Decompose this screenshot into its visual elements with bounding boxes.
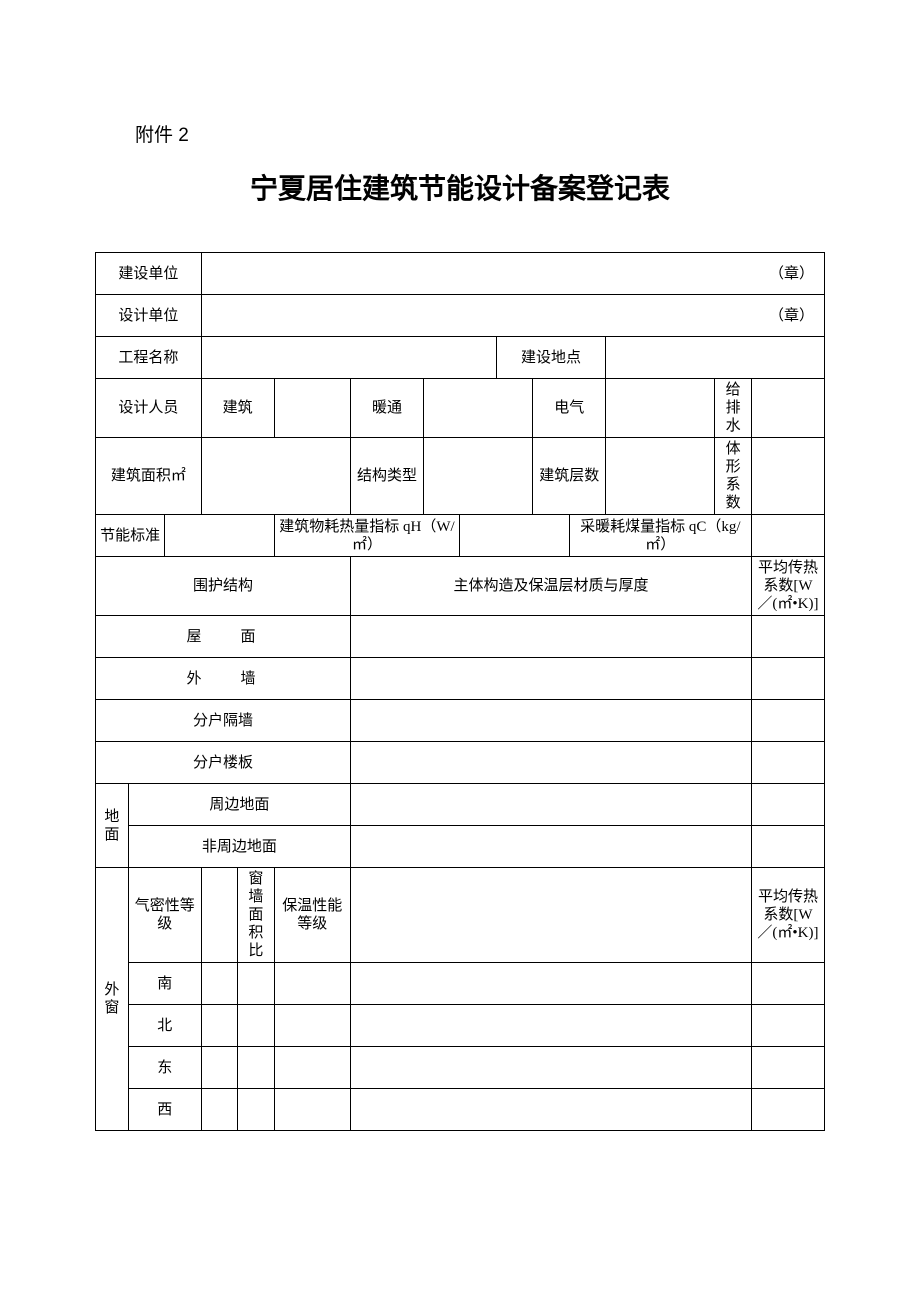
cell-hvac: [423, 379, 532, 438]
label-construction-unit: 建设单位: [96, 253, 202, 295]
label-heat-index: 建筑物耗热量指标 qH（W/㎡）: [274, 515, 460, 557]
cell-partition-main: [351, 700, 752, 742]
label-avg-heat-coef-1: 平均传热系数[W／(㎡•K)]: [751, 557, 824, 616]
label-avg-heat-coef-2: 平均传热系数[W／(㎡•K)]: [751, 868, 824, 963]
cell-shape-factor: [751, 438, 824, 515]
cell-west-2: [238, 1089, 274, 1131]
label-south: 南: [128, 963, 201, 1005]
label-window-wall-ratio: 窗墙面积比: [238, 868, 274, 963]
label-airtight-grade: 气密性等级: [128, 868, 201, 963]
cell-west-1: [201, 1089, 237, 1131]
label-energy-standard: 节能标准: [96, 515, 165, 557]
label-building-floors: 建筑层数: [533, 438, 606, 515]
cell-heat-index: [460, 515, 569, 557]
cell-north-2: [238, 1005, 274, 1047]
cell-north-coef: [751, 1005, 824, 1047]
label-perimeter-ground: 周边地面: [128, 784, 350, 826]
label-hvac: 暖通: [351, 379, 424, 438]
cell-construction-unit: （章）: [201, 253, 824, 295]
cell-south-2: [238, 963, 274, 1005]
cell-roof-coef: [751, 616, 824, 658]
cell-south-coef: [751, 963, 824, 1005]
label-insulation-grade: 保温性能等级: [274, 868, 351, 963]
label-construction-location: 建设地点: [496, 337, 605, 379]
label-ground: 地面: [96, 784, 129, 868]
cell-construction-location: [606, 337, 825, 379]
cell-non-perimeter-main: [351, 826, 752, 868]
label-design-unit: 设计单位: [96, 295, 202, 337]
cell-building-area: [201, 438, 350, 515]
cell-east-2: [238, 1047, 274, 1089]
label-shape-factor: 体形系数: [715, 438, 751, 515]
cell-energy-standard: [165, 515, 274, 557]
cell-west-3: [274, 1089, 351, 1131]
cell-window-header: [351, 868, 752, 963]
cell-east-3: [274, 1047, 351, 1089]
label-non-perimeter-ground: 非周边地面: [128, 826, 350, 868]
attachment-label: 附件 2: [135, 120, 825, 147]
cell-south-main: [351, 963, 752, 1005]
registration-table: 建设单位 （章） 设计单位 （章） 工程名称 建设地点 设计人员 建筑 暖通 电…: [95, 252, 825, 1131]
label-partition-wall: 分户隔墙: [96, 700, 351, 742]
cell-slab-coef: [751, 742, 824, 784]
cell-building-floors: [606, 438, 715, 515]
cell-west-coef: [751, 1089, 824, 1131]
cell-project-name: [201, 337, 496, 379]
cell-south-3: [274, 963, 351, 1005]
label-exterior-wall: 外 墙: [96, 658, 351, 700]
label-arch: 建筑: [201, 379, 274, 438]
cell-north-main: [351, 1005, 752, 1047]
cell-east-1: [201, 1047, 237, 1089]
cell-arch: [274, 379, 351, 438]
label-building-area: 建筑面积㎡: [96, 438, 202, 515]
cell-airtight-grade: [201, 868, 237, 963]
cell-partition-coef: [751, 700, 824, 742]
cell-design-unit: （章）: [201, 295, 824, 337]
label-coal-index: 采暖耗煤量指标 qC（kg/㎡）: [569, 515, 751, 557]
cell-coal-index: [751, 515, 824, 557]
cell-plumbing: [751, 379, 824, 438]
cell-north-3: [274, 1005, 351, 1047]
label-exterior-window: 外窗: [96, 868, 129, 1131]
cell-non-perimeter-coef: [751, 826, 824, 868]
cell-wall-coef: [751, 658, 824, 700]
label-structure-type: 结构类型: [351, 438, 424, 515]
label-electrical: 电气: [533, 379, 606, 438]
cell-east-coef: [751, 1047, 824, 1089]
label-floor-slab: 分户楼板: [96, 742, 351, 784]
label-main-structure: 主体构造及保温层材质与厚度: [351, 557, 752, 616]
cell-electrical: [606, 379, 715, 438]
label-project-name: 工程名称: [96, 337, 202, 379]
cell-south-1: [201, 963, 237, 1005]
cell-wall-main: [351, 658, 752, 700]
cell-perimeter-coef: [751, 784, 824, 826]
label-north: 北: [128, 1005, 201, 1047]
cell-west-main: [351, 1089, 752, 1131]
label-roof: 屋 面: [96, 616, 351, 658]
cell-roof-main: [351, 616, 752, 658]
cell-structure-type: [423, 438, 532, 515]
label-envelope: 围护结构: [96, 557, 351, 616]
label-plumbing: 给排水: [715, 379, 751, 438]
cell-north-1: [201, 1005, 237, 1047]
label-east: 东: [128, 1047, 201, 1089]
label-west: 西: [128, 1089, 201, 1131]
cell-east-main: [351, 1047, 752, 1089]
label-design-personnel: 设计人员: [96, 379, 202, 438]
page-title: 宁夏居住建筑节能设计备案登记表: [95, 167, 825, 207]
cell-slab-main: [351, 742, 752, 784]
cell-perimeter-main: [351, 784, 752, 826]
